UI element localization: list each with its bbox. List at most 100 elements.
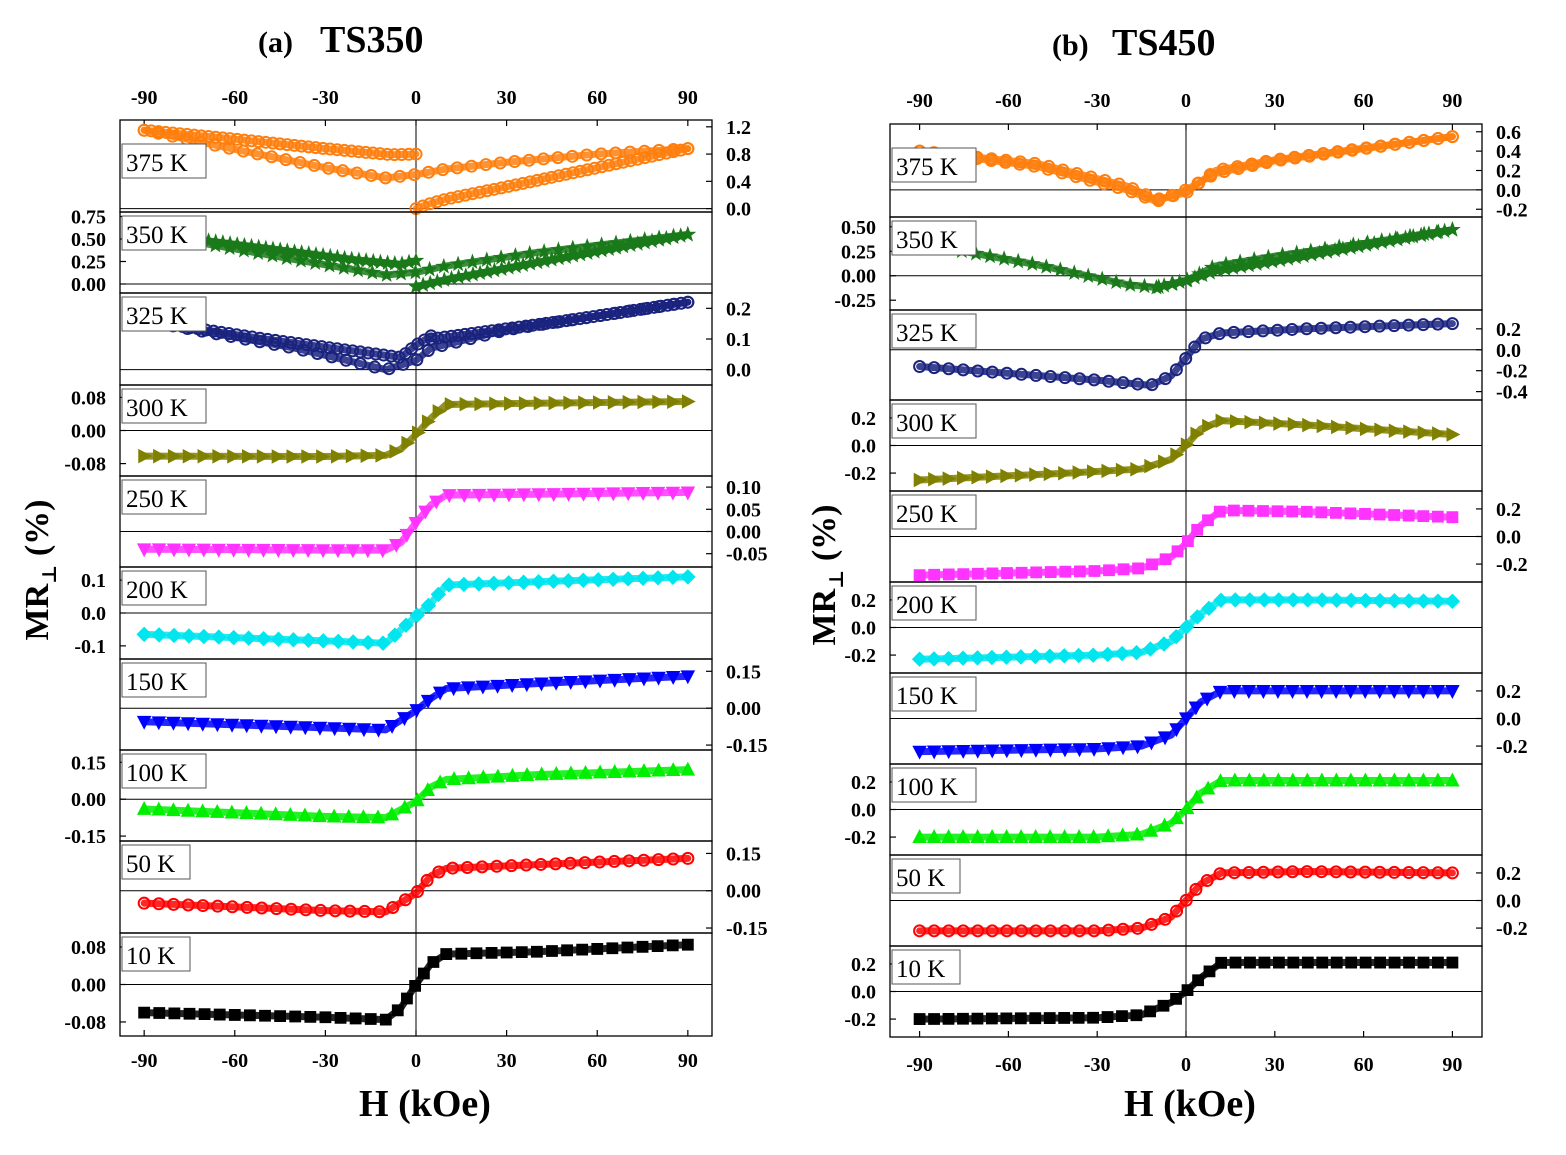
data-point	[1052, 261, 1069, 277]
data-point	[1144, 917, 1158, 931]
data-point	[913, 569, 926, 582]
data-point	[266, 136, 280, 150]
x-bottom-tick-label: 30	[497, 1050, 517, 1072]
temperature-label-box	[121, 662, 207, 698]
data-point	[1042, 829, 1058, 843]
data-point	[609, 146, 623, 160]
data-point	[637, 144, 651, 158]
data-point	[1445, 317, 1459, 331]
data-point	[307, 158, 321, 172]
data-point	[430, 586, 447, 603]
panel-title: TS350	[320, 19, 423, 61]
data-point	[478, 328, 492, 342]
temperature-label-box	[121, 570, 207, 606]
data-point	[1415, 593, 1432, 609]
data-point	[292, 251, 310, 268]
data-point	[461, 770, 476, 785]
data-point	[1101, 1011, 1114, 1023]
data-point	[1444, 221, 1461, 237]
data-point	[222, 141, 236, 155]
data-point	[384, 806, 400, 821]
temperature-label-box	[121, 388, 207, 424]
data-point	[451, 190, 465, 204]
data-point	[1402, 509, 1415, 522]
data-point	[941, 829, 956, 843]
data-point	[636, 940, 649, 953]
x-axis-label: H (kOe)	[1124, 1083, 1256, 1125]
y-tick-label: -0.15	[726, 918, 768, 940]
data-point	[446, 861, 460, 875]
data-point	[287, 138, 301, 152]
data-point	[1256, 772, 1272, 787]
data-point	[1227, 325, 1241, 339]
x-bottom-tick-label: 90	[678, 1050, 698, 1072]
data-point	[1397, 229, 1414, 245]
data-point	[1264, 252, 1281, 269]
data-point	[255, 901, 269, 915]
data-point	[479, 158, 493, 172]
data-point	[343, 904, 357, 918]
temperature-label-box	[891, 220, 977, 256]
temperature-label: 250 K	[126, 486, 188, 513]
data-point	[384, 349, 398, 363]
data-point	[1436, 222, 1453, 239]
data-point	[293, 156, 307, 170]
y-tick-label: 0.4	[1496, 141, 1521, 163]
y-tick-label: 0.2	[851, 590, 876, 612]
data-point	[252, 135, 266, 149]
data-point	[375, 448, 390, 463]
data-point	[1256, 865, 1270, 879]
data-point	[942, 362, 956, 376]
data-point	[1209, 261, 1226, 278]
data-point	[680, 569, 696, 585]
x-bottom-tick-label: 60	[1354, 1054, 1374, 1076]
data-point	[666, 852, 680, 866]
data-point	[1315, 865, 1329, 879]
data-point	[196, 543, 212, 558]
data-point	[196, 628, 212, 645]
x-top-tick-label: -60	[221, 87, 248, 109]
data-point	[637, 394, 652, 410]
data-point	[1014, 744, 1029, 759]
data-point	[1057, 743, 1073, 758]
data-point	[280, 138, 294, 152]
data-point	[530, 945, 543, 958]
data-point	[1028, 743, 1044, 758]
data-point	[494, 181, 508, 195]
data-point	[1180, 437, 1195, 452]
data-point	[387, 148, 401, 162]
data-point	[1073, 565, 1086, 578]
data-point	[1029, 368, 1043, 382]
data-point	[563, 676, 578, 690]
data-point	[450, 161, 464, 175]
data-point	[1100, 828, 1116, 843]
y-tick-label: 0.2	[851, 772, 876, 794]
data-point	[253, 335, 267, 349]
data-point	[1169, 723, 1184, 738]
subplot-325k: 0.0 0.1 0.2 325 K	[119, 292, 751, 386]
data-point	[208, 138, 222, 152]
data-point	[1227, 866, 1241, 880]
x-bottom-tick-label: -60	[995, 1054, 1022, 1076]
data-point	[196, 899, 210, 913]
data-point	[1358, 320, 1372, 334]
data-point	[1272, 251, 1289, 268]
data-point	[608, 306, 622, 320]
y-tick-label: -0.2	[844, 463, 876, 485]
temperature-label-box	[121, 844, 191, 880]
data-point	[312, 808, 327, 823]
data-point	[506, 322, 520, 336]
data-point	[398, 893, 412, 907]
data-point	[1345, 420, 1360, 436]
data-point	[1041, 162, 1055, 176]
data-point	[1302, 149, 1316, 163]
data-point	[1143, 822, 1159, 837]
x-bottom-tick-label: 30	[1265, 1054, 1285, 1076]
data-point	[1343, 320, 1357, 334]
data-point	[1202, 418, 1217, 434]
data-point	[1000, 366, 1014, 380]
y-tick-label: -0.2	[1496, 199, 1528, 221]
data-point	[349, 1012, 362, 1025]
data-point	[1058, 924, 1072, 938]
data-point	[1073, 372, 1087, 386]
